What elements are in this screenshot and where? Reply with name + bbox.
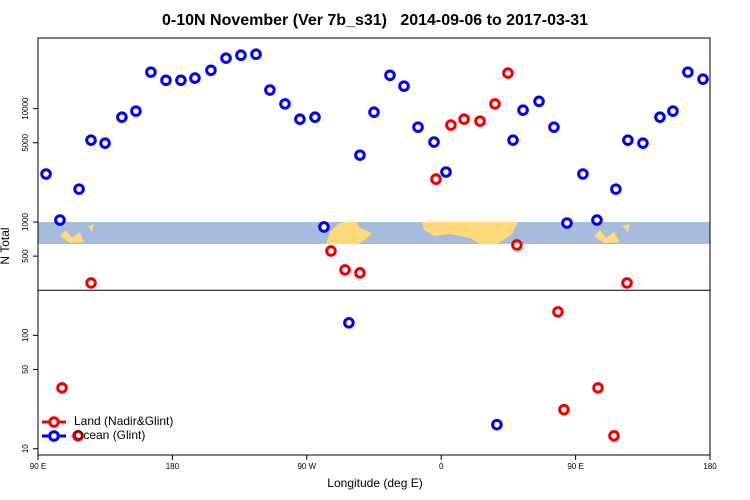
point xyxy=(517,104,529,116)
point xyxy=(99,137,111,149)
point xyxy=(412,121,424,133)
x-tick-label: 0 xyxy=(439,462,444,471)
legend-label: Land (Nadir&Glint) xyxy=(74,414,173,428)
point xyxy=(189,72,201,84)
point xyxy=(428,136,440,148)
y-tick-label: 100 xyxy=(21,328,30,342)
point xyxy=(502,67,514,79)
point xyxy=(40,168,52,180)
point xyxy=(533,95,545,108)
y-tick-label: 5000 xyxy=(21,133,30,151)
point xyxy=(145,66,157,78)
x-tick-label: 90 E xyxy=(567,462,583,471)
legend-marker xyxy=(48,430,60,442)
point xyxy=(264,84,276,96)
point xyxy=(56,382,68,394)
plot-frame xyxy=(37,37,711,456)
point xyxy=(697,73,709,85)
point xyxy=(682,66,694,78)
point xyxy=(458,113,470,126)
point xyxy=(368,106,380,118)
point xyxy=(474,115,486,127)
point xyxy=(220,52,232,64)
point xyxy=(343,317,355,329)
legend-marker xyxy=(48,416,60,428)
point xyxy=(667,105,679,117)
x-tick-label: 90 E xyxy=(30,462,46,471)
point xyxy=(325,245,337,257)
x-tick-label: 90 W xyxy=(297,462,316,471)
point xyxy=(608,429,620,442)
point xyxy=(552,306,564,318)
x-tick-label: 180 xyxy=(166,462,180,471)
point xyxy=(160,74,172,87)
y-tick-label: 10000 xyxy=(21,97,30,120)
point xyxy=(318,221,330,233)
point xyxy=(250,48,262,61)
map-band xyxy=(38,222,710,244)
point xyxy=(339,264,351,276)
point xyxy=(491,418,503,431)
point xyxy=(116,111,128,123)
point xyxy=(445,119,457,131)
x-axis-label: Longitude (deg E) xyxy=(327,476,422,490)
point xyxy=(621,277,633,289)
legend-label: Ocean (Glint) xyxy=(74,428,145,442)
point xyxy=(561,217,573,229)
y-tick-label: 1000 xyxy=(21,213,30,231)
point xyxy=(73,183,85,195)
point xyxy=(309,111,321,123)
point xyxy=(398,80,410,92)
point xyxy=(294,113,306,126)
point xyxy=(384,69,396,82)
point xyxy=(85,277,97,289)
point xyxy=(511,239,523,251)
y-tick-label: 10 xyxy=(21,444,30,453)
point xyxy=(591,214,603,226)
point xyxy=(637,137,649,149)
point xyxy=(548,121,560,133)
point xyxy=(235,49,247,62)
point xyxy=(175,74,187,87)
point xyxy=(354,267,366,279)
x-tick-label: 180 xyxy=(703,462,717,471)
y-tick-label: 500 xyxy=(21,249,30,263)
point xyxy=(577,168,589,180)
point xyxy=(85,134,97,146)
point xyxy=(72,429,84,442)
y-axis-label: N Total xyxy=(0,227,12,264)
chart-title: 0-10N November (Ver 7b_s31) 2014-09-06 t… xyxy=(162,12,588,29)
point xyxy=(440,166,452,178)
point xyxy=(654,111,666,123)
point xyxy=(205,64,217,77)
point xyxy=(507,134,519,146)
point xyxy=(592,382,604,394)
point xyxy=(622,134,634,146)
point xyxy=(610,183,622,195)
point xyxy=(54,214,66,226)
point xyxy=(558,403,570,416)
point xyxy=(354,149,366,161)
point xyxy=(430,173,442,185)
point xyxy=(130,105,142,117)
point xyxy=(279,98,291,110)
y-tick-label: 50 xyxy=(21,364,30,373)
point xyxy=(489,98,501,110)
